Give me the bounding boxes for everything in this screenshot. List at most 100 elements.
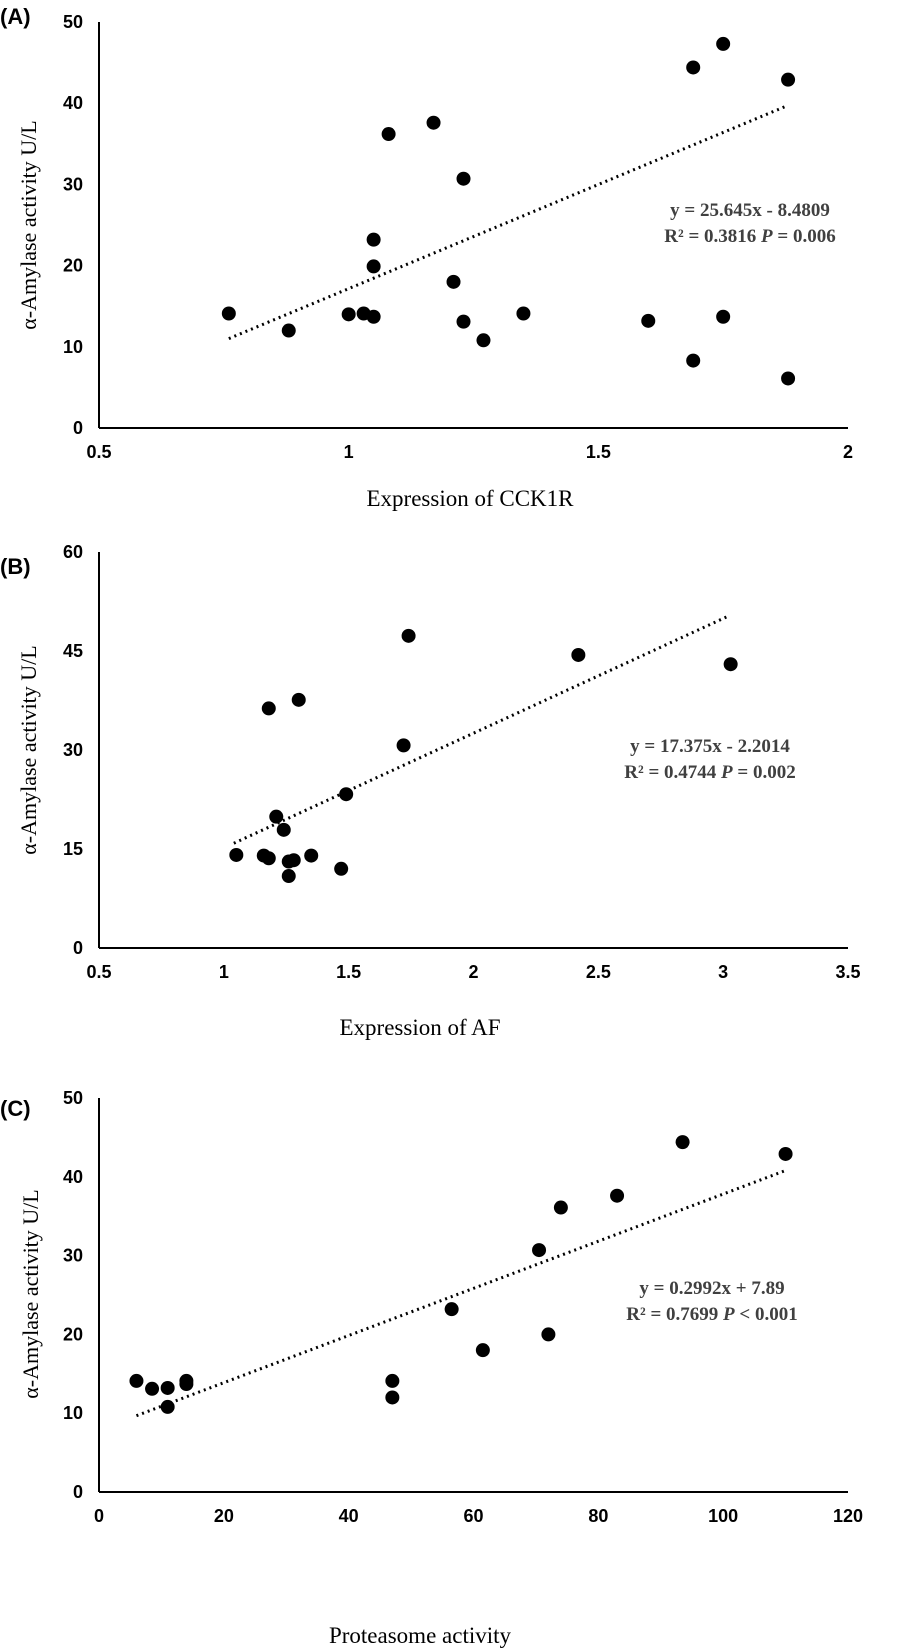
- y-tick-label: 30: [63, 174, 83, 194]
- data-point: [686, 353, 701, 368]
- data-point: [401, 628, 416, 643]
- y-tick-label: 10: [63, 1403, 83, 1423]
- data-point: [179, 1373, 194, 1388]
- x-tick-label: 0.5: [86, 442, 111, 462]
- data-point: [269, 809, 284, 824]
- data-point: [476, 333, 491, 348]
- p-label: P: [722, 1304, 735, 1325]
- data-point: [553, 1200, 568, 1215]
- data-point: [610, 1188, 625, 1203]
- y-tick-label: 15: [63, 839, 83, 859]
- data-point: [444, 1302, 459, 1317]
- data-point: [366, 259, 381, 274]
- data-point: [276, 822, 291, 837]
- data-point: [532, 1243, 547, 1258]
- data-point: [341, 307, 356, 322]
- trendline: [135, 1169, 787, 1418]
- data-point: [281, 323, 296, 338]
- x-tick-label: 120: [833, 1506, 863, 1526]
- x-tick-label: 1.5: [586, 442, 611, 462]
- x-tick-label: 2.5: [586, 962, 611, 982]
- y-axis-title: α-Amylase activity U/L: [16, 645, 41, 854]
- y-tick-label: 60: [63, 542, 83, 562]
- data-point: [641, 313, 656, 328]
- data-point: [446, 274, 461, 289]
- x-tick-label: 20: [214, 1506, 234, 1526]
- x-tick-label: 1: [219, 962, 229, 982]
- data-point: [129, 1373, 144, 1388]
- p-label: P: [720, 762, 733, 783]
- trendline: [228, 103, 789, 340]
- x-tick-label: 1.5: [336, 962, 361, 982]
- data-point: [291, 692, 306, 707]
- x-tick-label: 80: [588, 1506, 608, 1526]
- data-point: [723, 657, 738, 672]
- r-squared-text: R² = 0.7699: [626, 1304, 723, 1325]
- y-axis-title: α-Amylase activity U/L: [16, 120, 41, 329]
- y-tick-label: 0: [73, 418, 83, 438]
- x-tick-label: 2: [843, 442, 853, 462]
- r-squared-p-value: R² = 0.7699 P < 0.001: [626, 1304, 797, 1325]
- data-point: [160, 1380, 175, 1395]
- x-tick-label: 0: [94, 1506, 104, 1526]
- chart-panel-1: (A) 0 10 20 30 40 50 0.5 1 1.5 2 Expression of CCK1…: [0, 4, 853, 511]
- data-point: [686, 60, 701, 75]
- x-axis-title: Expression of CCK1R: [367, 486, 575, 511]
- y-tick-label: 50: [63, 12, 83, 32]
- y-tick-label: 40: [63, 93, 83, 113]
- data-point: [716, 309, 731, 324]
- data-point: [396, 738, 411, 753]
- p-label: P: [760, 226, 773, 247]
- y-axis-title: α-Amylase activity U/L: [18, 1189, 43, 1398]
- data-point: [781, 72, 796, 87]
- data-point: [286, 853, 301, 868]
- p-value-text: < 0.001: [735, 1304, 798, 1325]
- y-tick-label: 30: [63, 740, 83, 760]
- r-squared-p-value: R² = 0.4744 P = 0.002: [624, 762, 795, 783]
- y-tick-label: 40: [63, 1167, 83, 1187]
- trendline: [233, 614, 729, 845]
- data-point: [221, 306, 236, 321]
- r-squared-text: R² = 0.4744: [624, 762, 721, 783]
- p-value-text: = 0.002: [733, 762, 796, 783]
- data-point: [281, 869, 296, 884]
- data-point: [261, 701, 276, 716]
- data-point: [456, 171, 471, 186]
- r-squared-text: R² = 0.3816: [664, 226, 761, 247]
- data-point: [381, 127, 396, 142]
- data-point: [145, 1381, 160, 1396]
- data-point: [366, 232, 381, 247]
- p-value-text: = 0.006: [773, 226, 836, 247]
- y-tick-label: 20: [63, 1324, 83, 1344]
- chart-panel-2: (B) 0 15 30 45 60 0.5 1 1.5 2 2.5 3 3.5 Expression of…: [0, 542, 861, 1040]
- y-tick-label: 45: [63, 641, 83, 661]
- data-point: [475, 1343, 490, 1358]
- data-point: [366, 309, 381, 324]
- y-tick-label: 0: [73, 938, 83, 958]
- data-point: [304, 848, 319, 863]
- x-axis-title: Proteasome activity: [329, 1623, 512, 1648]
- x-tick-label: 3.5: [835, 962, 860, 982]
- x-tick-label: 0.5: [86, 962, 111, 982]
- panel-label: (A): [0, 4, 31, 29]
- data-point: [541, 1327, 556, 1342]
- data-point: [778, 1146, 793, 1161]
- x-tick-label: 2: [468, 962, 478, 982]
- panel-label: (B): [0, 554, 31, 579]
- x-tick-label: 3: [718, 962, 728, 982]
- x-tick-label: 40: [339, 1506, 359, 1526]
- y-tick-label: 50: [63, 1088, 83, 1108]
- data-point: [516, 306, 531, 321]
- data-point: [781, 371, 796, 386]
- data-point: [339, 787, 354, 802]
- x-tick-label: 1: [344, 442, 354, 462]
- chart-panel-3: (C) 0 10 20 30 40 50 0 20 40 60 80 100 120 Proteasome …: [0, 1088, 863, 1648]
- data-point: [385, 1373, 400, 1388]
- data-point: [426, 115, 441, 130]
- data-point: [716, 36, 731, 51]
- regression-equation: y = 17.375x - 2.2014: [630, 736, 790, 757]
- x-tick-label: 100: [708, 1506, 738, 1526]
- data-point: [261, 851, 276, 866]
- data-point: [334, 861, 349, 876]
